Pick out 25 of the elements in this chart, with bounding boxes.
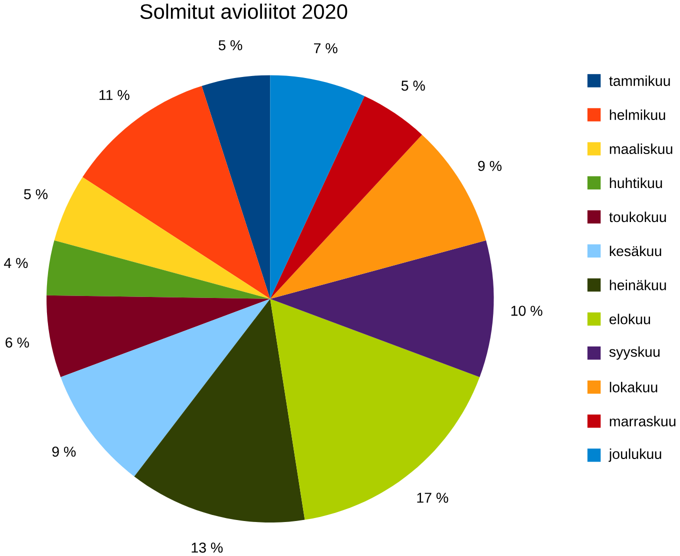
legend-label: marraskuu — [610, 416, 676, 426]
legend-label: toukokuu — [609, 211, 666, 222]
legend-label: maaliskuu — [610, 143, 672, 154]
legend-label: tammikuu — [609, 75, 670, 86]
data-label: 9 % — [52, 446, 76, 457]
data-label: 5 % — [218, 40, 242, 50]
legend-label: huhtikuu — [610, 177, 662, 188]
data-label: 17 % — [417, 492, 448, 503]
data-label: 7 % — [314, 43, 338, 54]
legend-label: elokuu — [610, 314, 650, 324]
legend-label: kesäkuu — [610, 246, 662, 256]
chart-title: Solmitut avioliitot 2020 — [140, 3, 348, 19]
data-label: 13 % — [192, 542, 223, 553]
legend-label: heinäkuu — [610, 280, 666, 290]
data-label: 6 % — [6, 337, 29, 348]
data-label: 4 % — [4, 258, 28, 268]
data-label: 11 % — [100, 90, 130, 100]
data-label: 5 % — [24, 189, 48, 200]
legend-label: syyskuu — [609, 346, 660, 360]
data-label: 5 % — [401, 80, 425, 91]
data-label: 9 % — [478, 160, 502, 171]
legend-label: joulukuu — [608, 448, 662, 462]
legend-label: lokakuu — [610, 382, 658, 392]
legend-label: helmikuu — [610, 109, 666, 120]
data-label: 10 % — [511, 306, 542, 316]
